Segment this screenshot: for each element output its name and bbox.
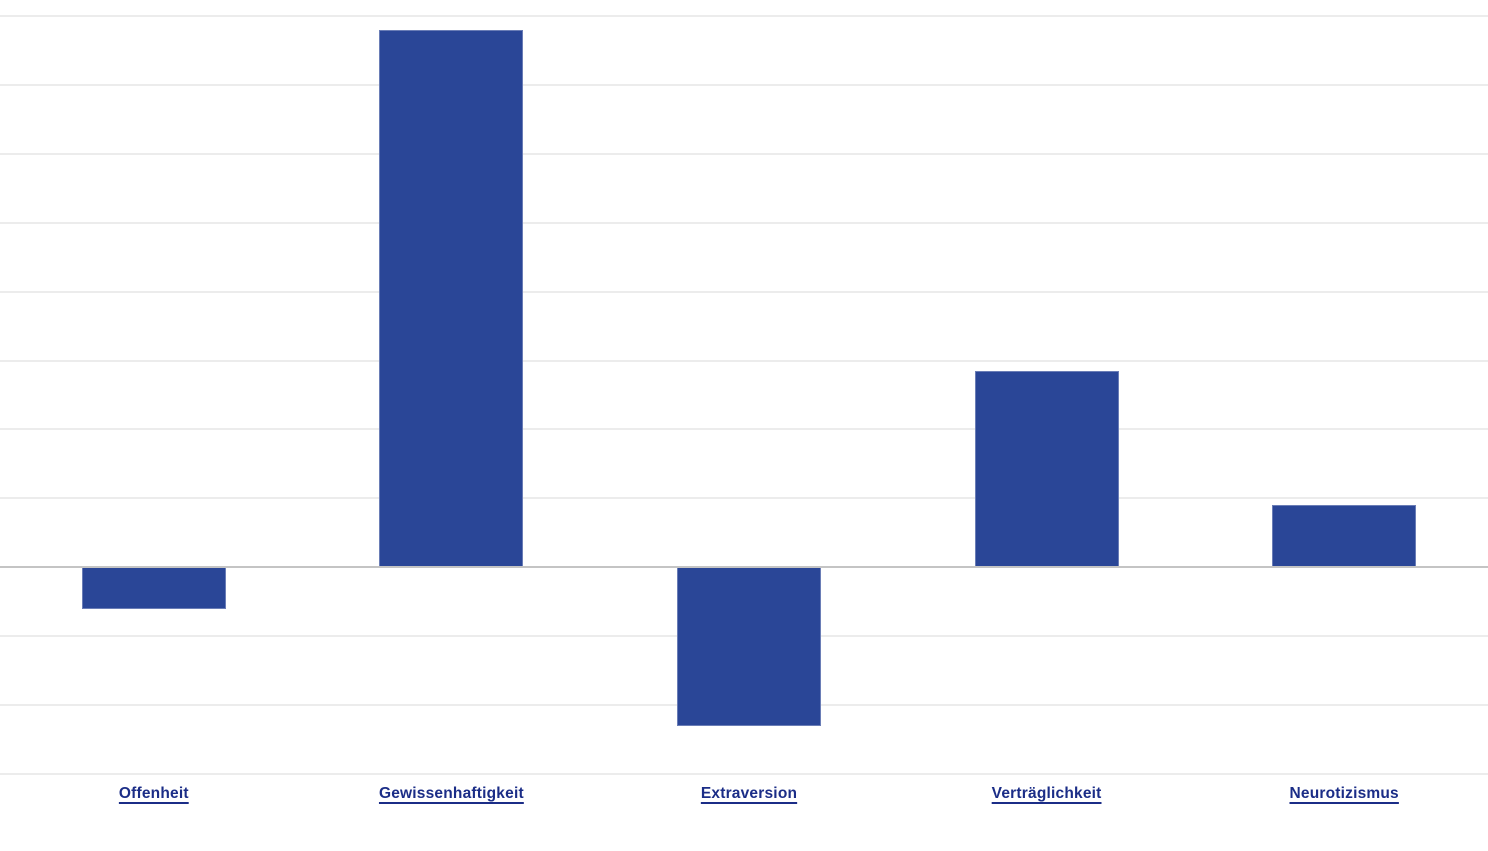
gridline (0, 290, 1488, 293)
x-axis-label-offenheit[interactable]: Offenheit (118, 785, 189, 802)
bar-vertraeglichkeit[interactable] (974, 370, 1119, 568)
bar-offenheit[interactable] (81, 567, 226, 609)
x-axis-label-gewissenhaftigkeit[interactable]: Gewissenhaftigkeit (378, 785, 524, 802)
gridline (0, 152, 1488, 155)
plot-area (0, 15, 1488, 775)
x-axis-label-vertraeglichkeit[interactable]: Verträglichkeit (991, 785, 1102, 802)
gridline (0, 497, 1488, 500)
gridline (0, 83, 1488, 86)
zero-baseline (0, 566, 1488, 569)
gridline (0, 359, 1488, 362)
gridline (0, 773, 1488, 775)
x-axis-label-neurotizismus[interactable]: Neurotizismus (1289, 785, 1399, 802)
x-axis-label-extraversion[interactable]: Extraversion (700, 785, 798, 802)
gridline (0, 428, 1488, 431)
gridline (0, 221, 1488, 224)
gridline (0, 15, 1488, 17)
x-axis: Offenheit Gewissenhaftigkeit Extraversion V… (0, 774, 1488, 851)
bar-gewissenhaftigkeit[interactable] (379, 29, 524, 568)
bar-extraversion[interactable] (677, 567, 821, 726)
bar-neurotizismus[interactable] (1272, 505, 1417, 568)
